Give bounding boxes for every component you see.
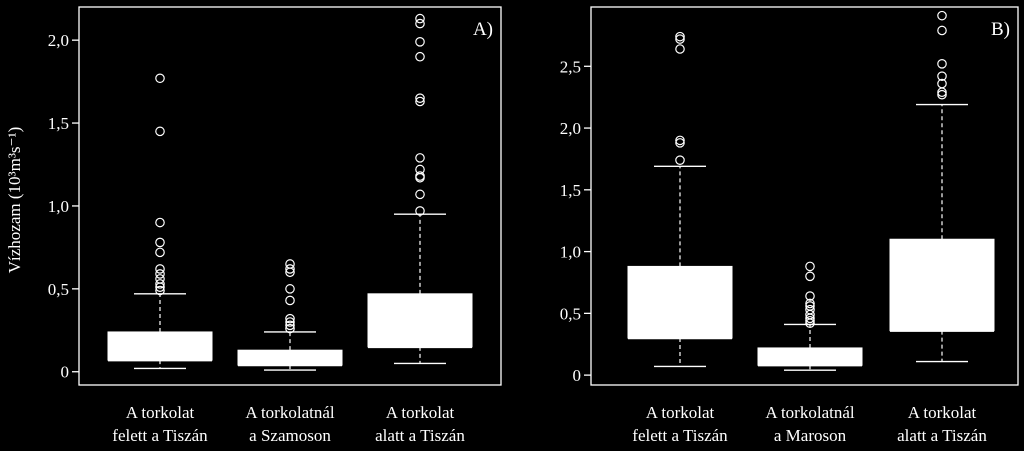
category-label: A torkolat [908, 403, 977, 422]
outlier-point [805, 301, 815, 311]
box-group [757, 261, 863, 371]
outlier-point [155, 237, 165, 248]
outlier-point [285, 264, 295, 274]
category-label: a Maroson [774, 426, 847, 445]
outlier-point [937, 78, 947, 89]
category-label: felett a Tiszán [112, 426, 208, 445]
outlier-point [285, 259, 295, 269]
outlier-point [805, 291, 815, 301]
category-label: A torkolat [386, 403, 455, 422]
outlier-point [155, 126, 165, 137]
y-tick-label: 1,5 [48, 114, 69, 133]
outlier-point [805, 298, 815, 309]
panel-label: A) [473, 19, 493, 40]
outlier-point [415, 93, 425, 103]
box-body [107, 331, 213, 361]
box-group [107, 73, 213, 370]
y-tick-label: 1,5 [560, 181, 581, 200]
outlier-point [675, 138, 685, 148]
outlier-point [155, 264, 165, 274]
outlier-point [937, 25, 947, 36]
box-body [889, 238, 995, 332]
category-label: felett a Tiszán [632, 426, 728, 445]
outlier-point [675, 44, 685, 54]
outlier-point [285, 317, 295, 327]
box-body [367, 293, 473, 348]
y-tick-label: 2,0 [560, 119, 581, 138]
category-label: alatt a Tiszán [897, 426, 987, 445]
outlier-point [805, 261, 815, 272]
box-group [627, 31, 733, 368]
outlier-point [415, 153, 425, 163]
category-label: alatt a Tiszán [375, 426, 465, 445]
outlier-point [415, 18, 425, 29]
outlier-point [155, 274, 165, 284]
panel-label: B) [991, 19, 1010, 40]
outlier-point [155, 285, 165, 296]
outlier-point [805, 304, 815, 315]
outlier-point [285, 313, 295, 324]
y-tick-label: 2,5 [560, 57, 581, 76]
category-label: A torkolat [126, 403, 195, 422]
outlier-point [155, 73, 165, 84]
outlier-point [415, 51, 425, 62]
box-group [367, 13, 473, 365]
outlier-point [155, 247, 165, 258]
outlier-point [155, 279, 165, 289]
outlier-point [937, 10, 947, 21]
y-tick-label: 0,5 [560, 304, 581, 323]
category-label: a Szamoson [249, 426, 331, 445]
outlier-point [937, 59, 947, 69]
y-tick-label: 0 [573, 366, 582, 385]
outlier-point [285, 295, 295, 306]
outlier-point [675, 31, 685, 42]
y-tick-label: 1,0 [560, 243, 581, 262]
y-axis-title: Vízhozam (10³m³s⁻¹) [5, 127, 24, 274]
outlier-point [155, 217, 165, 228]
outlier-point [285, 320, 295, 331]
outlier-point [415, 13, 425, 24]
outlier-point [675, 135, 685, 146]
y-tick-label: 2,0 [48, 31, 69, 50]
outlier-point [415, 171, 425, 181]
box-body [237, 349, 343, 366]
y-tick-label: 0 [61, 363, 70, 382]
outlier-point [415, 164, 425, 175]
box-body [627, 265, 733, 339]
plot-frame [78, 6, 502, 386]
plot-frame [590, 6, 1019, 386]
outlier-point [415, 37, 425, 47]
panel-a: 0 0,5 1,0 1,5 2,0 A) A torkolat felett a Tiszán… [48, 6, 502, 445]
outlier-point [285, 323, 295, 334]
y-tick-label: 0,5 [48, 280, 69, 299]
category-label: A torkolatnál [245, 403, 335, 422]
outlier-point [937, 71, 947, 81]
outlier-point [415, 206, 425, 216]
category-label: A torkolat [646, 403, 715, 422]
outlier-point [675, 34, 685, 44]
outlier-point [285, 284, 295, 294]
box-group [889, 10, 995, 363]
outlier-point [155, 269, 165, 279]
outlier-point [675, 155, 685, 165]
panel-b: 0 0,5 1,0 1,5 2,0 2,5 B) A torkolat felett a Tis… [560, 6, 1019, 445]
outlier-point [415, 189, 425, 200]
category-label: A torkolatnál [765, 403, 855, 422]
box-body [757, 347, 863, 366]
y-tick-label: 1,0 [48, 197, 69, 216]
outlier-point [805, 271, 815, 282]
outlier-point [937, 89, 947, 100]
box-group [237, 259, 343, 371]
outlier-point [415, 96, 425, 107]
outlier-point [805, 315, 815, 326]
